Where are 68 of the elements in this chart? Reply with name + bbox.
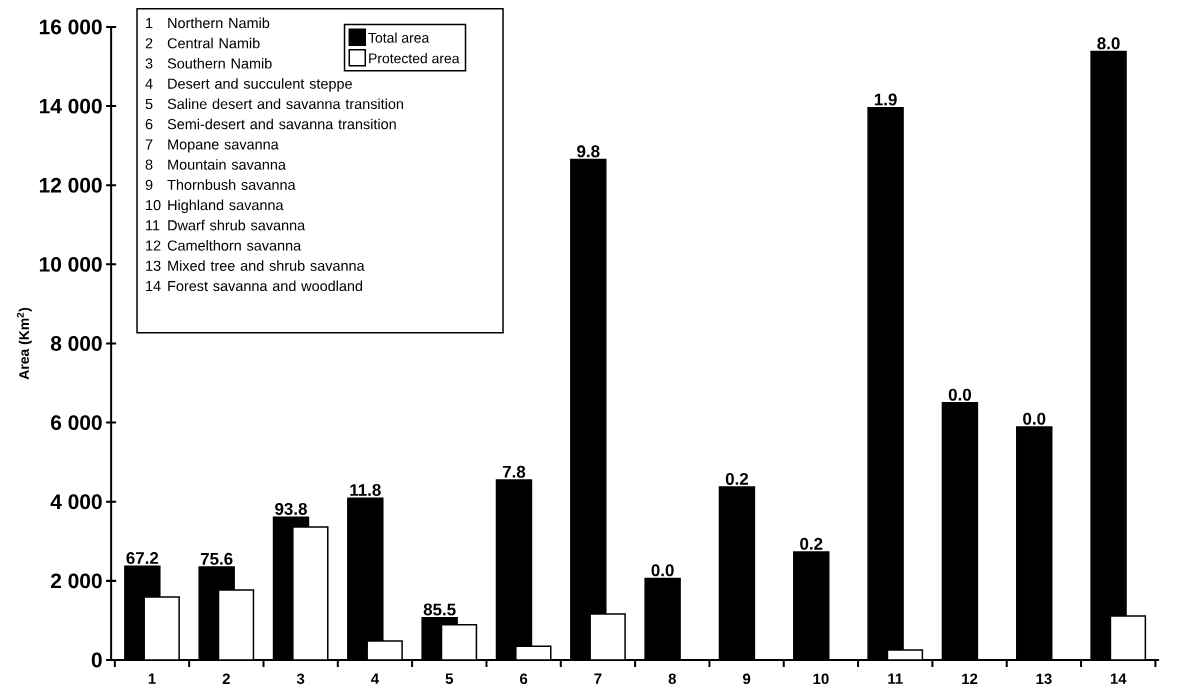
annotation: 7 [145, 139, 153, 150]
annotation: 11.8 [350, 483, 381, 496]
annotation: 75.6 [200, 552, 233, 565]
annotation: Mopane savanna [168, 139, 279, 153]
y-tick-label: 8 000 [50, 336, 102, 351]
annotation: 0.2 [725, 472, 749, 485]
annotation: 7.8 [502, 465, 526, 478]
x-tick-label: 14 [1110, 673, 1127, 684]
annotation: 8.0 [1097, 37, 1120, 50]
annotation: 1.9 [874, 93, 897, 106]
y-tick-label: 2 000 [50, 573, 102, 589]
annotation: 9.8 [577, 145, 600, 158]
annotation: Southern Namib [167, 57, 272, 69]
annotation: Northern Namib [168, 17, 270, 29]
x-tick-label: 2 [222, 673, 230, 684]
annotation: 6 [145, 119, 153, 130]
annotation: 1 [146, 18, 153, 28]
annotation: Mountain savanna [168, 159, 286, 170]
annotation: 13 [146, 260, 161, 271]
annotation: Camelthorn savanna [167, 240, 302, 251]
x-tick-label: 11 [888, 673, 903, 684]
y-tick-label: 16 000 [39, 19, 102, 35]
annotation: 8 [145, 159, 153, 170]
annotation: Highland savanna [168, 199, 284, 214]
annotation: 2 [145, 38, 153, 49]
x-tick-label: 5 [445, 673, 454, 684]
annotation: 85.5 [423, 603, 456, 616]
annotation: 11 [146, 220, 160, 231]
x-tick-label: 1 [148, 673, 156, 684]
y-tick-label: 12 000 [39, 177, 102, 193]
annotation: Desert and succulent steppe [168, 78, 352, 92]
x-tick-label: 3 [296, 673, 305, 685]
annotation: 0.0 [1023, 412, 1046, 425]
annotation: 0.0 [948, 388, 971, 401]
x-tick-label: 8 [668, 673, 676, 685]
x-tick-label: 7 [594, 673, 602, 684]
annotation: 10 [146, 199, 161, 211]
annotation: Saline desert and savanna transition [167, 98, 404, 110]
x-tick-label: 4 [371, 673, 380, 684]
annotation: 12 [146, 240, 161, 251]
annotation: 0.2 [800, 537, 823, 550]
annotation: Thornbush savanna [167, 179, 296, 190]
annotation: Mixed tree and shrub savanna [168, 260, 365, 271]
annotation: 0.0 [651, 564, 674, 577]
y-tick-label: 0 [91, 652, 102, 668]
annotation: Semi-desert and savanna transition [167, 118, 396, 130]
annotation: 4 [145, 78, 153, 89]
annotation: 93.8 [275, 502, 307, 515]
legend-label: Protected area [369, 53, 460, 64]
x-tick-label: 10 [813, 673, 829, 685]
annotation: 9 [145, 179, 153, 190]
x-tick-label: 9 [742, 673, 751, 685]
annotation: 14 [146, 281, 161, 291]
y-tick-label: 14 000 [39, 98, 102, 114]
legend-label: Total area [368, 32, 430, 43]
x-tick-label: 12 [962, 673, 978, 684]
annotation: 3 [145, 58, 153, 69]
annotation: Dwarf shrub savanna [168, 219, 306, 231]
annotation: 67.2 [126, 552, 159, 565]
y-axis-title: Area (Km$^{2}$) [16, 307, 32, 380]
y-tick-label: 10 000 [39, 256, 102, 272]
y-tick-label: 6 000 [51, 415, 102, 431]
annotation: 5 [145, 98, 153, 110]
y-tick-label: 4 000 [50, 494, 102, 510]
x-tick-label: 6 [520, 673, 528, 685]
x-tick-label: 13 [1036, 673, 1052, 685]
annotation: Forest savanna and woodland [168, 280, 363, 292]
annotation: Central Namib [167, 37, 260, 49]
